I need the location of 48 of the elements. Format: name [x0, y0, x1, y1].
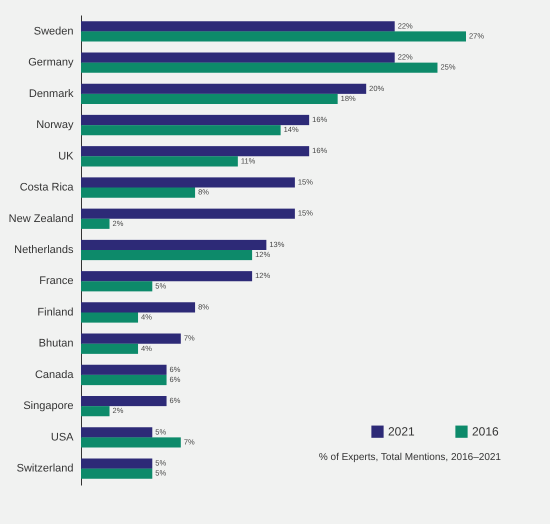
- bar: [81, 240, 266, 250]
- bar: [81, 334, 181, 344]
- y-tick-label: Switzerland: [16, 462, 74, 475]
- bar: [81, 21, 395, 32]
- bar: [81, 427, 152, 438]
- y-tick-label: Germany: [28, 56, 74, 69]
- bar: [81, 31, 466, 42]
- bar: [81, 250, 252, 260]
- bar: [81, 94, 338, 104]
- bar: [81, 218, 110, 229]
- bar: [81, 437, 181, 448]
- y-tick-label: Netherlands: [14, 244, 74, 256]
- y-tick-label: New Zealand: [8, 212, 74, 225]
- bar: [81, 281, 152, 292]
- bar: [81, 312, 138, 323]
- bar: [81, 458, 152, 469]
- bar: [81, 146, 310, 156]
- y-tick-label: Denmark: [28, 88, 74, 100]
- bar: [81, 177, 295, 188]
- bar: [81, 188, 196, 198]
- legend-label: 2021: [388, 424, 416, 439]
- y-tick-label: Canada: [34, 368, 74, 381]
- bar: [81, 62, 438, 73]
- y-tick-label: Singapore: [23, 400, 74, 412]
- y-tick-label: Norway: [36, 119, 74, 132]
- legend-label: 2016: [472, 424, 500, 439]
- bar: [81, 208, 295, 219]
- y-tick-label: France: [39, 275, 74, 288]
- y-tick-label: Finland: [37, 306, 74, 318]
- bar: [81, 364, 167, 375]
- y-tick-label: Sweden: [34, 25, 74, 38]
- bar: [81, 156, 238, 166]
- y-tick-label: USA: [50, 431, 74, 444]
- bar: [81, 374, 167, 386]
- bar: [81, 52, 395, 63]
- bar: [81, 302, 196, 312]
- y-tick-label: UK: [58, 150, 74, 162]
- bar: [81, 84, 366, 94]
- bar: [81, 125, 281, 136]
- bar: [81, 396, 167, 406]
- bar: [81, 114, 310, 126]
- annotation: % of Experts, Total Mentions, 2016–2021: [318, 452, 502, 463]
- bar: [81, 468, 152, 479]
- y-tick-label: Bhutan: [38, 338, 74, 350]
- bar: [81, 271, 252, 282]
- bar: [81, 344, 138, 354]
- y-tick-label: Costa Rica: [20, 182, 74, 194]
- bar: [81, 406, 110, 416]
